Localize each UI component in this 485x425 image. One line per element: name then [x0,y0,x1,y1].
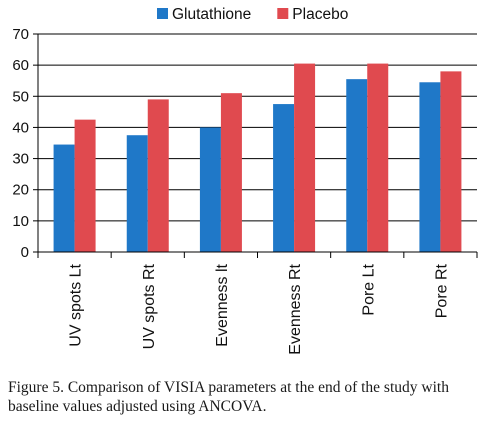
legend-label: Placebo [292,6,348,23]
bar-placebo-0 [74,119,96,253]
figure-caption: Figure 5. Comparison of VISIA parameters… [8,379,449,415]
y-tick-label: 40 [12,119,29,136]
legend-swatch-placebo [277,8,289,19]
x-tick-label: Evenness lt [214,263,231,346]
bar-glutathione-3 [273,104,295,252]
bar-placebo-1 [147,99,169,253]
y-tick-label: 0 [21,244,29,261]
bar-chart: 0 10 20 30 40 50 60 70 UV spots Lt UV spots Rt Eve… [12,6,478,355]
x-tick-label: UV spots Lt [68,263,85,346]
y-tick-label: 60 [12,57,29,74]
bar-glutathione-1 [126,135,148,252]
y-tick-label: 20 [12,182,29,199]
y-tick-label: 50 [12,88,29,105]
bar-glutathione-4 [346,79,368,253]
x-tick-label: Evenness Rt [287,263,304,354]
x-tick-label: Pore Rt [433,263,450,318]
bar-glutathione-5 [419,82,441,253]
bar-placebo-3 [294,63,316,253]
y-tick-label: 10 [12,213,29,230]
legend-swatch-glutathione [157,8,168,19]
x-tick-label: Pore Lt [360,263,377,315]
bar-glutathione-0 [53,144,75,252]
legend-label: Glutathione [172,6,251,23]
y-tick-label: 30 [12,151,29,168]
y-tick-label: 70 [12,26,29,43]
bar-placebo-4 [367,63,389,253]
bar-placebo-5 [440,71,462,252]
bar-glutathione-2 [199,127,221,252]
bar-placebo-2 [220,93,242,253]
x-tick-label: UV spots Rt [141,263,158,349]
